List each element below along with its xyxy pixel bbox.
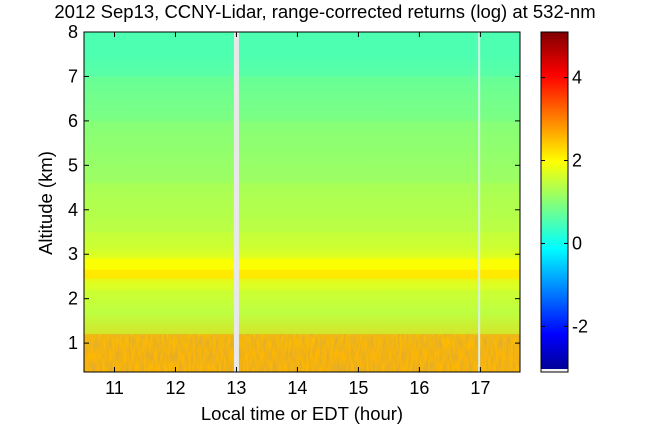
colorbar-tick-label: -2 [572, 316, 588, 336]
y-tick-label: 3 [68, 244, 78, 264]
plot-frame [83, 31, 521, 373]
x-tick-label: 15 [348, 378, 368, 398]
heatmap-layer-3 [84, 269, 520, 279]
y-tick-label: 8 [68, 22, 78, 42]
data-gap-1 [478, 32, 481, 372]
y-tick-label: 4 [68, 200, 78, 220]
colorbar-gradient [541, 32, 568, 372]
heatmap-layer-2 [84, 278, 520, 290]
x-tick-label: 14 [287, 378, 307, 398]
colorbar-tick-label: 0 [572, 233, 582, 253]
colorbar-tick-label: 4 [572, 68, 582, 88]
chart-title: 2012 Sep13, CCNY-Lidar, range-corrected … [54, 1, 596, 22]
heatmap-layer-6 [84, 183, 520, 232]
heatmap-profile [84, 32, 520, 372]
data-gap-0 [233, 32, 239, 372]
heatmap-area [84, 32, 520, 372]
x-tick-label: 16 [409, 378, 429, 398]
colorbar-nan-swatch [541, 369, 568, 372]
x-tick-label: 13 [226, 378, 246, 398]
boundary-layer-texture [84, 334, 520, 372]
y-tick-label: 6 [68, 111, 78, 131]
colorbar-tick-label: 2 [572, 151, 582, 171]
x-tick-label: 11 [105, 378, 124, 398]
y-tick-label: 2 [68, 289, 78, 309]
x-tick-label: 12 [165, 378, 185, 398]
heatmap-layer-9 [84, 32, 520, 77]
colorbar-frame [540, 31, 569, 373]
heatmap-layer-7 [84, 120, 520, 184]
y-tick-label: 7 [68, 66, 78, 86]
heatmap-layer-8 [84, 76, 520, 121]
y-tick-label: 5 [68, 155, 78, 175]
y-tick-label: 1 [68, 333, 78, 353]
y-axis-label: Altitude (km) [35, 151, 56, 255]
heatmap-layer-5 [84, 232, 520, 259]
heatmap-layer-4 [84, 258, 520, 270]
x-axis-label: Local time or EDT (hour) [200, 403, 404, 424]
x-tick-label: 17 [470, 378, 490, 398]
heatmap-layer-1 [84, 289, 520, 335]
colorbar: -2 0 2 4 [540, 31, 588, 373]
